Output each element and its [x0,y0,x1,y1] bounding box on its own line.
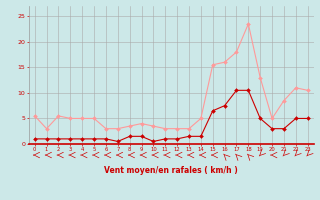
X-axis label: Vent moyen/en rafales ( km/h ): Vent moyen/en rafales ( km/h ) [104,166,238,175]
